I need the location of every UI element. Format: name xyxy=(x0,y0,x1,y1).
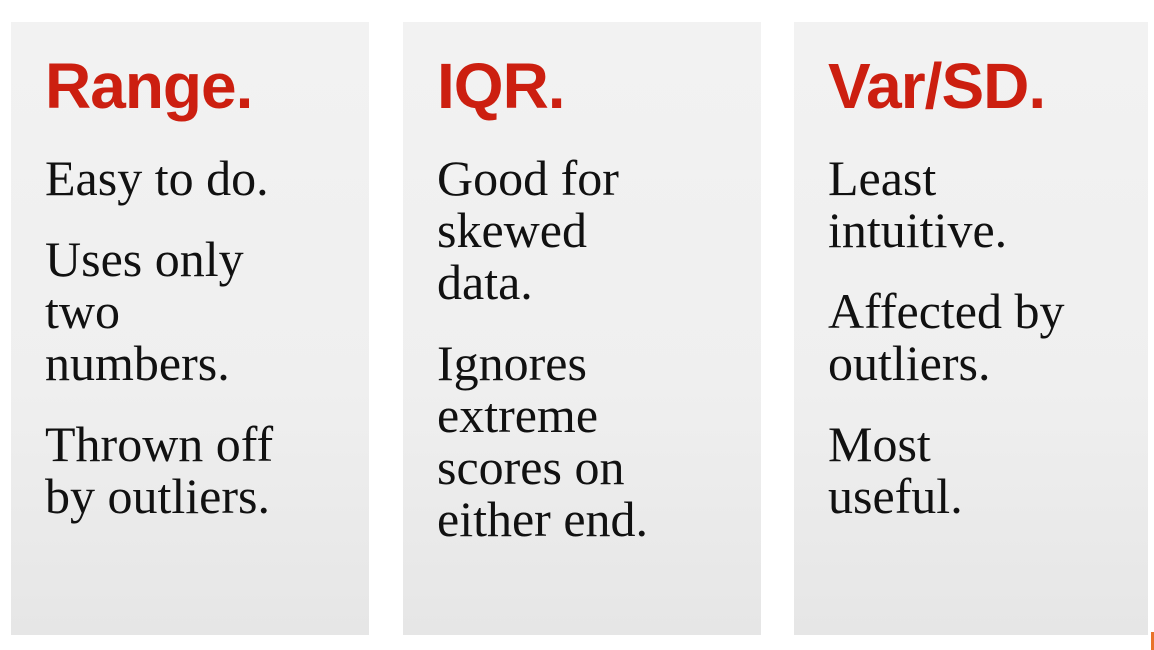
iqr-title: IQR. xyxy=(437,50,566,122)
range-title: Range. xyxy=(45,50,253,122)
var-sd-column: Var/SD. Least intuitive. Affected by out… xyxy=(794,22,1148,635)
corner-accent-mark xyxy=(1151,632,1154,650)
iqr-point-skewed: Good for skewed data. xyxy=(437,150,619,310)
range-point-easy: Easy to do. xyxy=(45,150,269,206)
var-sd-point-intuitive: Least intuitive. xyxy=(828,150,1008,258)
range-point-outliers: Thrown off by outliers. xyxy=(45,416,274,524)
var-sd-point-useful: Most useful. xyxy=(828,416,963,524)
range-column: Range. Easy to do. Uses only two numbers… xyxy=(11,22,369,635)
iqr-column: IQR. Good for skewed data. Ignores extre… xyxy=(403,22,761,635)
var-sd-title: Var/SD. xyxy=(828,50,1046,122)
iqr-point-extremes: Ignores extreme scores on either end. xyxy=(437,335,649,547)
range-point-two-numbers: Uses only two numbers. xyxy=(45,231,244,391)
var-sd-point-outliers: Affected by outliers. xyxy=(828,283,1065,391)
